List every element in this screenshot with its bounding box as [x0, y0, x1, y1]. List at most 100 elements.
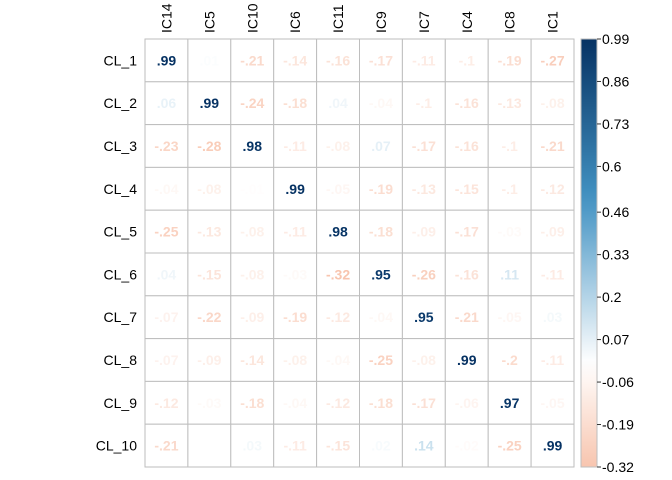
cell-value-label: .01 — [200, 52, 220, 68]
row-label: CL_3 — [104, 138, 138, 154]
cell-value-label: .95 — [371, 266, 391, 282]
cell-value-label: -.14 — [283, 52, 307, 68]
heatmap-cell — [273, 380, 318, 425]
heatmap-cell — [401, 209, 446, 254]
cell-value-label: -.15 — [455, 181, 479, 197]
cell-value-label: -.12 — [326, 395, 350, 411]
heatmap-cell — [444, 124, 489, 168]
heatmap-cells — [144, 38, 575, 468]
cell-value-label: -.04 — [326, 352, 350, 368]
cell-value-label: -.17 — [455, 224, 479, 240]
cell-value-label: -.16 — [455, 138, 479, 154]
cell-value-label: -.17 — [369, 52, 393, 68]
cell-value-label: -.19 — [369, 181, 393, 197]
heatmap-cell — [273, 252, 318, 297]
heatmap-cell — [530, 166, 575, 211]
row-label: CL_2 — [104, 95, 138, 111]
colorbar-tick-label: 0.33 — [602, 247, 629, 263]
cell-value-label: -.08 — [197, 181, 221, 197]
heatmap-cell — [444, 81, 489, 126]
heatmap-cell — [230, 338, 275, 382]
cell-value-label: .99 — [543, 438, 563, 454]
cell-value-label: -.18 — [369, 395, 393, 411]
cell-value-label: -.11 — [283, 224, 307, 240]
cell-value-label: -.01 — [240, 181, 264, 197]
heatmap-cell — [359, 209, 403, 254]
cell-value-label: -.08 — [240, 266, 264, 282]
heatmap-cell — [401, 166, 446, 211]
cell-value-label: -.18 — [283, 95, 307, 111]
heatmap-cell — [316, 252, 361, 297]
cell-value-label: -.13 — [197, 224, 221, 240]
colorbar-tick-label: 0.6 — [602, 158, 622, 174]
heatmap-cell — [530, 380, 575, 425]
cell-value-label: -.09 — [240, 309, 264, 325]
heatmap-cell — [230, 252, 275, 297]
heatmap-cell — [401, 423, 446, 468]
cell-value-label: -.08 — [540, 95, 564, 111]
heatmap-cell — [359, 38, 403, 83]
heatmap-cell — [359, 166, 403, 211]
heatmap-cell — [316, 209, 361, 254]
cell-value-label: -.24 — [240, 95, 264, 111]
column-label: IC14 — [158, 3, 174, 33]
cell-value-label: -.08 — [412, 352, 436, 368]
cell-value-label: -.03 — [197, 395, 221, 411]
heatmap-values: .99 .01 -.21 -.14 -.16 -.17 -.11 -.1 -.19 -.27 .06… — [154, 52, 564, 453]
heatmap-cell — [359, 295, 403, 340]
heatmap-cell — [359, 81, 403, 126]
cell-value-label: -.17 — [412, 395, 436, 411]
heatmap-cell — [444, 209, 489, 254]
heatmap-cell — [230, 380, 275, 425]
cell-value-label: -.1 — [416, 95, 433, 111]
heatmap-cell — [487, 209, 532, 254]
cell-value-label: -.04 — [369, 309, 393, 325]
cell-value-label: -.15 — [197, 266, 221, 282]
cell-value-label: -.25 — [154, 224, 178, 240]
heatmap-cell — [487, 380, 532, 425]
colorbar-tick-label: 0.2 — [602, 289, 622, 305]
cell-value-label: -.03 — [498, 224, 522, 240]
cell-value-label: -.27 — [540, 52, 564, 68]
heatmap-cell — [187, 209, 232, 254]
column-label: IC1 — [545, 11, 561, 33]
column-label: IC6 — [287, 11, 303, 33]
cell-value-label: -.18 — [369, 224, 393, 240]
heatmap-cell — [187, 38, 232, 83]
heatmap-cell — [530, 124, 575, 168]
heatmap-cell — [359, 252, 403, 297]
cell-value-label: -.1 — [501, 138, 518, 154]
row-label: CL_1 — [104, 52, 138, 68]
cell-value-label: -.21 — [240, 52, 264, 68]
cell-value-label: -.06 — [455, 395, 479, 411]
column-label: IC9 — [373, 11, 389, 33]
cell-value-label: -.13 — [498, 95, 522, 111]
heatmap-cell — [316, 423, 361, 468]
cell-value-label: -.12 — [540, 181, 564, 197]
heatmap-cell — [144, 423, 189, 468]
cell-value-label: -.11 — [412, 52, 436, 68]
cell-value-label: -.17 — [412, 138, 436, 154]
row-label: CL_10 — [96, 438, 137, 454]
heatmap-cell — [530, 338, 575, 382]
cell-value-label: .99 — [200, 95, 220, 111]
cell-value-label: -.12 — [154, 395, 178, 411]
cell-value-label: .98 — [328, 224, 348, 240]
cell-value-label: .99 — [285, 181, 305, 197]
heatmap-cell — [530, 295, 575, 340]
heatmap-cell — [273, 81, 318, 126]
cell-value-label: -.09 — [412, 224, 436, 240]
heatmap-cell — [230, 209, 275, 254]
cell-value-label: .14 — [414, 438, 434, 454]
heatmap-cell — [316, 338, 361, 382]
heatmap-cell — [401, 338, 446, 382]
colorbar-gradient — [580, 38, 598, 468]
heatmap-cell — [273, 338, 318, 382]
cell-value-label: -.11 — [283, 138, 307, 154]
cell-value-label: .06 — [157, 95, 177, 111]
cell-value-label: -.07 — [154, 352, 178, 368]
cell-value-label: -.08 — [326, 138, 350, 154]
cell-value-label: -.19 — [498, 52, 522, 68]
cell-value-label: 0 — [205, 438, 213, 454]
heatmap-cell — [444, 295, 489, 340]
